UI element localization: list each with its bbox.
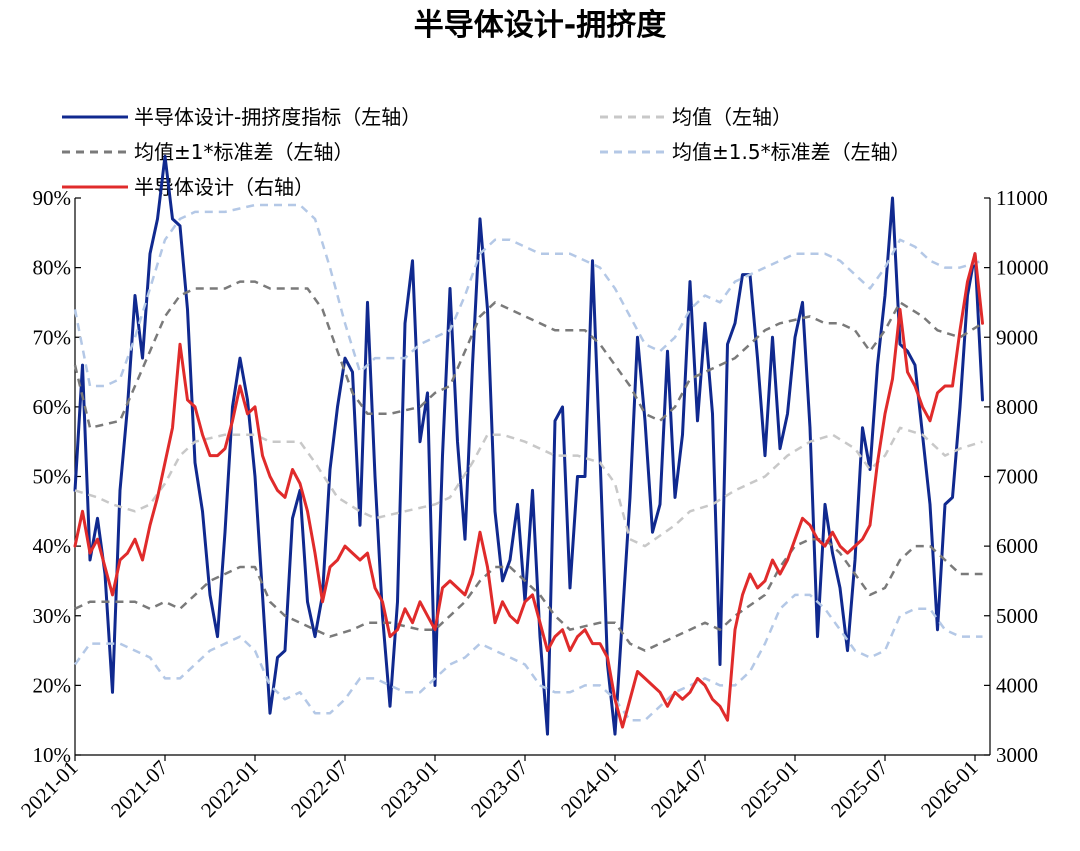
legend-label-indicator: 半导体设计-拥挤度指标（左轴）	[134, 105, 421, 129]
x-tick-label: 2024-07	[646, 756, 712, 822]
series-line-2	[73, 280, 984, 430]
legend-label-1std: 均值±1*标准差（左轴）	[134, 140, 353, 164]
x-tick-label: 2023-01	[376, 756, 442, 822]
x-tick-label: 2022-01	[196, 756, 262, 822]
legend: 半导体设计-拥挤度指标（左轴） 均值（左轴） 均值±1*标准差（左轴） 均值±1…	[62, 105, 911, 199]
right-tick-label: 3000	[996, 743, 1038, 767]
legend-label-price: 半导体设计（右轴）	[134, 175, 314, 199]
series-line-4	[73, 203, 983, 388]
right-y-ticks: 3000 4000 5000 6000 7000 8000 9000 10000 11000	[984, 186, 1049, 767]
right-tick-label: 11000	[996, 186, 1048, 210]
x-tick-label: 2023-07	[466, 756, 532, 822]
left-tick-label: 70%	[33, 325, 72, 349]
right-tick-label: 6000	[996, 534, 1038, 558]
chart-title: 半导体设计-拥挤度	[414, 8, 666, 43]
right-tick-label: 4000	[996, 673, 1038, 697]
legend-label-1-5std: 均值±1.5*标准差（左轴）	[672, 140, 911, 164]
right-tick-label: 9000	[996, 325, 1038, 349]
left-tick-label: 30%	[33, 604, 72, 628]
series-layer	[73, 154, 984, 736]
x-tick-label: 2022-07	[286, 756, 352, 822]
right-tick-label: 7000	[996, 465, 1038, 489]
left-tick-label: 40%	[33, 534, 72, 558]
left-tick-label: 80%	[33, 256, 72, 280]
left-tick-label: 60%	[33, 395, 72, 419]
right-tick-label: 8000	[996, 395, 1038, 419]
series-line-3	[74, 537, 983, 652]
legend-label-mean: 均值（左轴）	[672, 105, 792, 129]
right-tick-label: 10000	[996, 256, 1049, 280]
left-tick-label: 50%	[33, 465, 72, 489]
x-tick-label: 2024-01	[556, 756, 622, 822]
right-tick-label: 5000	[996, 604, 1038, 628]
series-line-6	[73, 252, 984, 729]
x-tick-label: 2021-07	[106, 756, 172, 822]
x-tick-label: 2025-07	[826, 756, 892, 822]
x-tick-label: 2026-01	[916, 756, 982, 822]
series-line-1	[74, 426, 983, 548]
x-tick-label: 2025-01	[736, 756, 802, 822]
left-tick-label: 90%	[33, 186, 72, 210]
left-tick-label: 10%	[33, 743, 72, 767]
series-line-5	[73, 593, 983, 722]
x-ticks: 2021-01 2021-07 2022-01 2022-07 2023-01 2023-…	[16, 755, 983, 822]
left-y-ticks: 10% 20% 30% 40% 50% 60% 70% 80% 90%	[33, 186, 81, 767]
series-line-0	[73, 154, 984, 736]
left-tick-label: 20%	[33, 673, 72, 697]
